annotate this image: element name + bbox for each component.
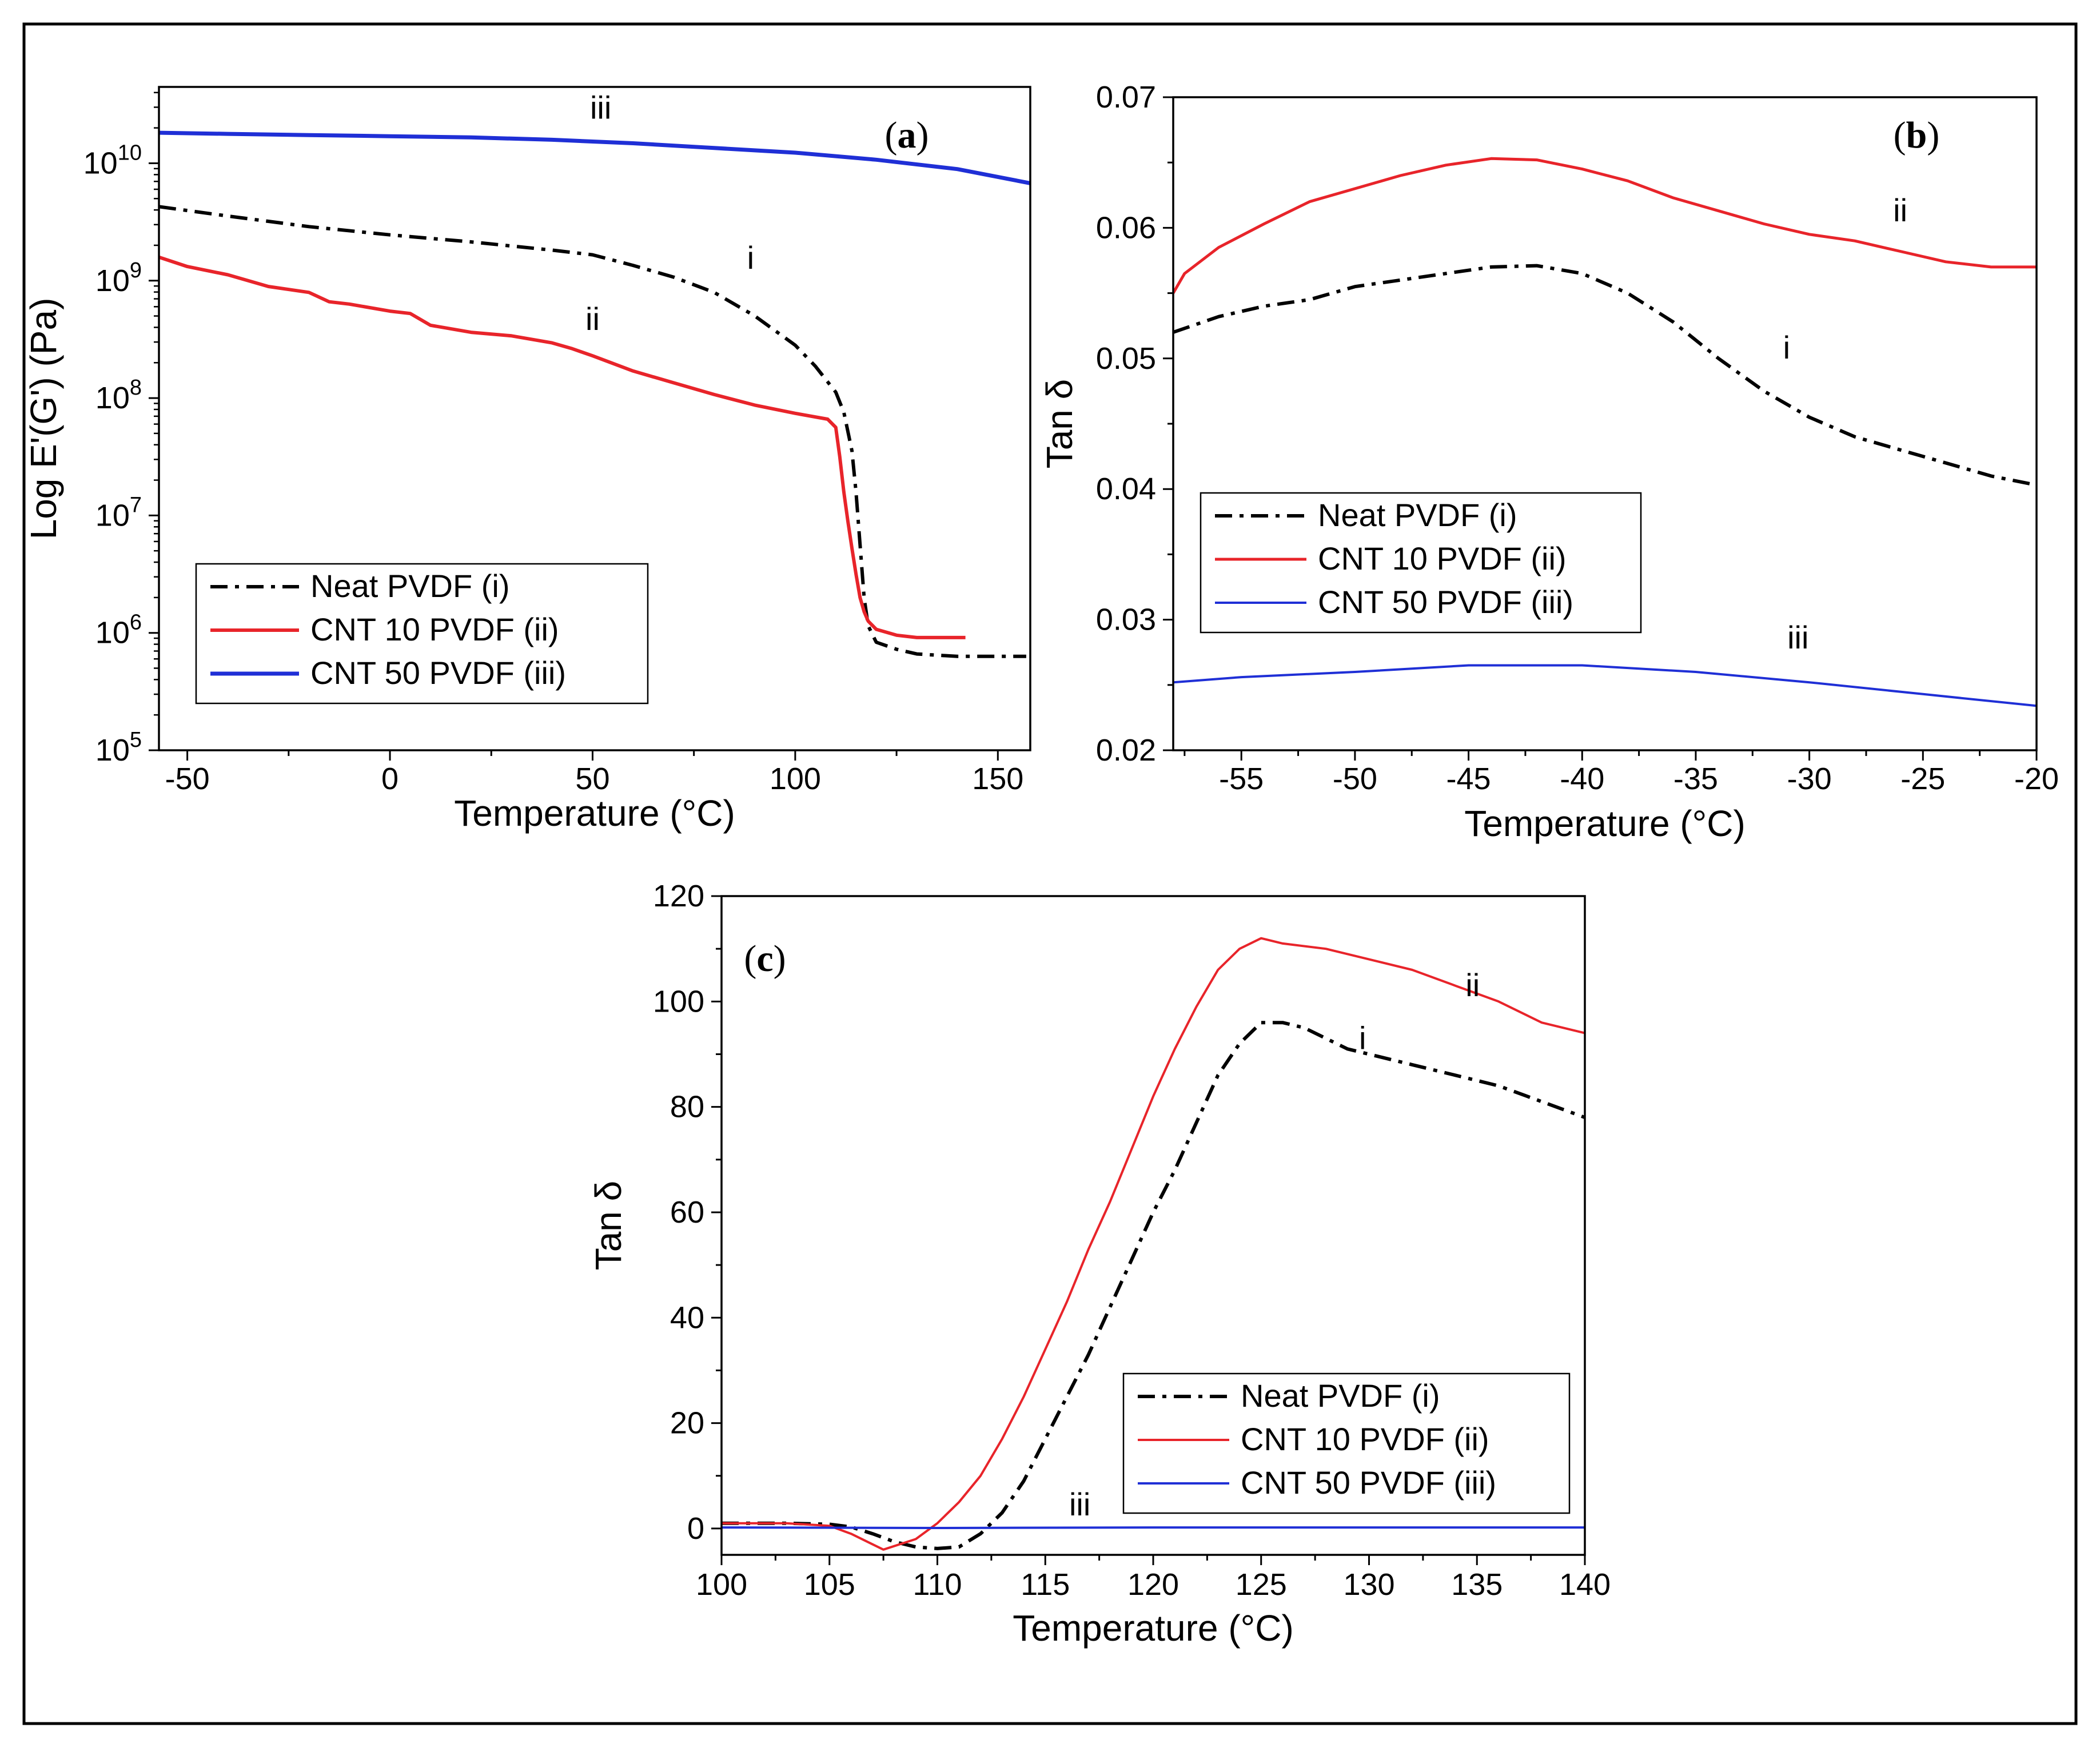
y-tick-label: 120 bbox=[653, 879, 704, 913]
legend-label-neat: Neat PVDF (i) bbox=[1241, 1378, 1440, 1414]
series-line-cnt50 bbox=[1173, 664, 2037, 707]
y-tick-label: 40 bbox=[670, 1300, 704, 1335]
y-tick-label: 109 bbox=[95, 258, 142, 298]
x-tick-label: 140 bbox=[1559, 1567, 1611, 1602]
x-tick-label: -55 bbox=[1219, 762, 1264, 796]
y-tick-label: 0 bbox=[687, 1511, 704, 1546]
legend-label-neat: Neat PVDF (i) bbox=[1318, 497, 1517, 533]
series-line-cnt50 bbox=[722, 1526, 1585, 1529]
series-annotation: i bbox=[1359, 1020, 1366, 1056]
series-line-cnt50 bbox=[159, 130, 1030, 185]
y-tick-label: 60 bbox=[670, 1195, 704, 1229]
x-tick-label: 150 bbox=[972, 762, 1023, 796]
y-tick-label: 0.04 bbox=[1096, 472, 1156, 506]
y-tick-label: 108 bbox=[95, 376, 142, 415]
y-axis-title: Tan δ bbox=[1039, 379, 1080, 469]
figure-border bbox=[22, 22, 2078, 1725]
y-tick-label: 107 bbox=[95, 493, 142, 532]
x-tick-label: 110 bbox=[912, 1567, 962, 1602]
y-tick-label: 20 bbox=[670, 1406, 704, 1440]
chart-panel-b: -55 -50 -45 -40 -35 -30 -25 -20 0.02 0.03 0.04 0.05… bbox=[1039, 80, 2059, 844]
y-tick-label: 100 bbox=[653, 984, 704, 1018]
legend-label-cnt50: CNT 50 PVDF (iii) bbox=[310, 655, 566, 691]
y-tick-label: 80 bbox=[670, 1090, 704, 1124]
series-annotation: iii bbox=[1787, 619, 1808, 655]
x-axis-title: Temperature (°C) bbox=[1013, 1607, 1294, 1649]
x-tick-label: -20 bbox=[2014, 762, 2059, 796]
legend: Neat PVDF (i) CNT 10 PVDF (ii) CNT 50 PVDF… bbox=[1122, 1372, 1571, 1514]
y-axis-title: Tan δ bbox=[588, 1181, 629, 1271]
chart-panel-a: -50 0 50 100 150 105 106 107 108 109 1010 Temperatu… bbox=[23, 86, 1031, 834]
y-tick-label: 0.03 bbox=[1096, 603, 1156, 637]
x-tick-label: -50 bbox=[1333, 762, 1377, 796]
x-axis-title: Temperature (°C) bbox=[1464, 803, 1746, 844]
panel-letter: (c) bbox=[744, 938, 786, 980]
legend-label-cnt10: CNT 10 PVDF (ii) bbox=[310, 611, 559, 647]
x-tick-label: 120 bbox=[1127, 1567, 1179, 1602]
series-line-neat bbox=[1173, 264, 2037, 487]
legend-box bbox=[1200, 492, 1642, 634]
x-tick-label: -30 bbox=[1787, 762, 1832, 796]
x-tick-label: 50 bbox=[575, 762, 609, 796]
x-axis-title: Temperature (°C) bbox=[454, 793, 735, 834]
panel-letter: (b) bbox=[1894, 114, 1940, 156]
x-tick-label: 100 bbox=[696, 1567, 747, 1602]
series-annotation: ii bbox=[585, 301, 600, 337]
y-tick-label: 105 bbox=[95, 728, 142, 767]
legend-label-cnt10: CNT 10 PVDF (ii) bbox=[1241, 1421, 1489, 1457]
x-tick-label: 130 bbox=[1343, 1567, 1394, 1602]
x-tick-label: 105 bbox=[804, 1567, 855, 1602]
legend-label-neat: Neat PVDF (i) bbox=[310, 568, 510, 604]
x-tick-label: 125 bbox=[1236, 1567, 1287, 1602]
legend-box bbox=[1122, 1372, 1571, 1514]
x-tick-label: 115 bbox=[1021, 1567, 1070, 1602]
x-tick-label: 0 bbox=[381, 762, 399, 796]
legend: Neat PVDF (i) CNT 10 PVDF (ii) CNT 50 PVDF… bbox=[1200, 492, 1642, 634]
y-tick-label: 1010 bbox=[83, 141, 142, 180]
plot-frame bbox=[158, 86, 1031, 751]
series-annotation: ii bbox=[1465, 967, 1480, 1003]
y-tick-label: 0.05 bbox=[1096, 341, 1156, 376]
x-tick-label: -50 bbox=[165, 762, 210, 796]
series-annotation: iii bbox=[590, 89, 611, 125]
x-tick-label: -35 bbox=[1673, 762, 1718, 796]
legend-label-cnt50: CNT 50 PVDF (iii) bbox=[1241, 1465, 1496, 1501]
chart-panel-c: 100 105 110 115 120 125 130 135 140 0 20 40 60 80 100 1… bbox=[588, 879, 1611, 1649]
panel-letter: (a) bbox=[885, 114, 929, 156]
series-line-neat bbox=[159, 205, 1026, 658]
x-tick-label: -45 bbox=[1447, 762, 1491, 796]
legend-label-cnt50: CNT 50 PVDF (iii) bbox=[1318, 584, 1573, 620]
x-tick-label: 100 bbox=[770, 762, 821, 796]
series-annotation: i bbox=[1783, 329, 1790, 365]
x-tick-label: -25 bbox=[1900, 762, 1945, 796]
y-tick-label: 0.07 bbox=[1096, 80, 1156, 114]
y-tick-label: 0.02 bbox=[1096, 733, 1156, 767]
x-tick-label: 135 bbox=[1451, 1567, 1503, 1602]
legend-label-cnt10: CNT 10 PVDF (ii) bbox=[1318, 540, 1567, 576]
series-line-cnt10 bbox=[159, 255, 966, 639]
y-tick-label: 0.06 bbox=[1096, 210, 1156, 245]
series-line-cnt10 bbox=[722, 937, 1585, 1551]
y-tick-label: 106 bbox=[95, 611, 142, 650]
series-annotation: ii bbox=[1893, 192, 1907, 228]
series-annotation: i bbox=[747, 240, 754, 276]
legend: Neat PVDF (i) CNT 10 PVDF (ii) CNT 50 PVDF… bbox=[195, 563, 649, 705]
y-axis-title: Log E'(G') (Pa) bbox=[23, 298, 64, 540]
series-annotation: iii bbox=[1069, 1486, 1090, 1522]
series-line-cnt10 bbox=[1173, 157, 2037, 294]
x-tick-label: -40 bbox=[1560, 762, 1604, 796]
